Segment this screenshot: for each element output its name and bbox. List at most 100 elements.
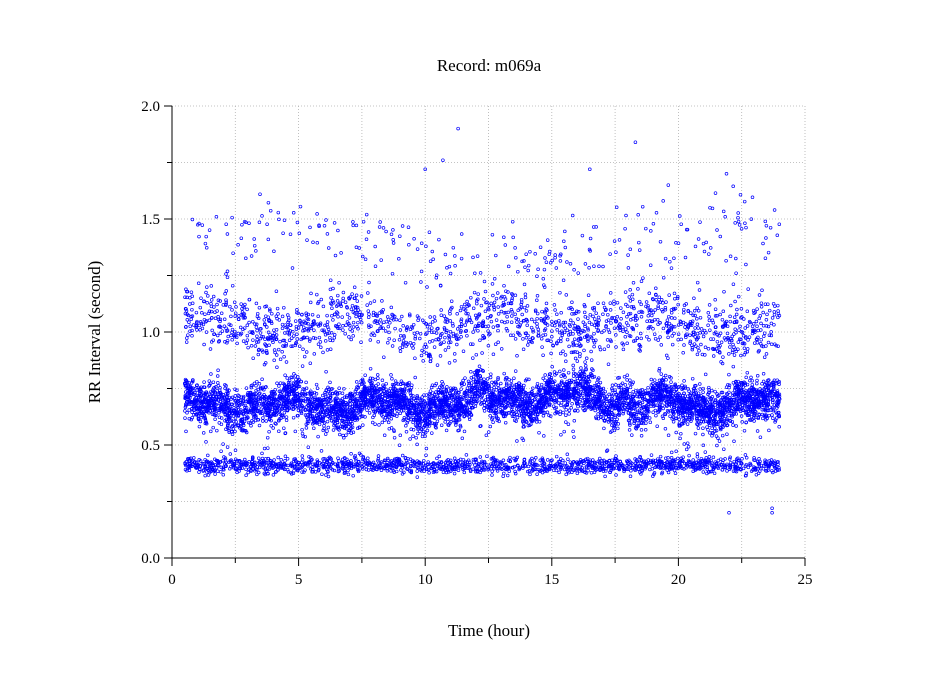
data-point bbox=[189, 417, 194, 422]
data-point bbox=[282, 426, 286, 430]
data-point bbox=[183, 416, 187, 420]
data-point bbox=[285, 376, 289, 380]
data-point bbox=[469, 370, 473, 374]
data-point bbox=[610, 423, 614, 428]
data-point bbox=[437, 415, 442, 420]
data-point bbox=[209, 429, 213, 434]
data-point bbox=[601, 386, 606, 391]
data-point bbox=[411, 393, 415, 398]
x-tick-label: 5 bbox=[295, 572, 303, 588]
data-point bbox=[701, 390, 705, 394]
data-point bbox=[389, 373, 393, 377]
data-point bbox=[614, 383, 618, 387]
data-point bbox=[477, 364, 482, 369]
data-point bbox=[251, 412, 255, 416]
chart-title: Record: m069a bbox=[437, 56, 542, 75]
data-point bbox=[701, 432, 705, 437]
data-point bbox=[326, 400, 330, 404]
data-point bbox=[262, 446, 267, 451]
data-point bbox=[238, 398, 243, 403]
data-point bbox=[184, 429, 188, 434]
y-tick-label: 0.5 bbox=[141, 438, 160, 454]
data-point bbox=[242, 414, 247, 419]
data-point bbox=[563, 382, 567, 386]
data-point bbox=[282, 410, 287, 415]
data-point bbox=[720, 422, 725, 426]
x-tick-label: 20 bbox=[671, 572, 686, 588]
data-point bbox=[481, 369, 485, 373]
data-point bbox=[719, 427, 723, 432]
data-point bbox=[698, 382, 702, 386]
data-point bbox=[331, 428, 336, 432]
data-point bbox=[319, 449, 324, 453]
data-point bbox=[423, 434, 427, 439]
tick-marks bbox=[164, 105, 806, 566]
data-point bbox=[661, 406, 665, 411]
data-point bbox=[562, 368, 566, 372]
data-point bbox=[535, 381, 540, 386]
data-point bbox=[661, 416, 666, 420]
data-point bbox=[610, 383, 615, 388]
data-point bbox=[710, 434, 714, 438]
data-point bbox=[742, 428, 747, 433]
data-point bbox=[539, 382, 544, 387]
data-point bbox=[216, 368, 220, 373]
data-point bbox=[561, 410, 565, 415]
data-point bbox=[293, 429, 298, 434]
data-point bbox=[669, 450, 674, 455]
data-point bbox=[357, 383, 362, 387]
data-point bbox=[771, 416, 775, 420]
data-point bbox=[566, 422, 571, 426]
data-point bbox=[277, 384, 281, 388]
data-point bbox=[187, 416, 192, 421]
data-point bbox=[755, 429, 760, 433]
data-point bbox=[499, 381, 503, 386]
data-point bbox=[706, 428, 710, 432]
data-point bbox=[185, 411, 189, 415]
data-point bbox=[354, 380, 359, 384]
data-point bbox=[340, 422, 344, 426]
data-point bbox=[745, 370, 750, 375]
data-point bbox=[216, 398, 220, 402]
data-point bbox=[215, 428, 219, 433]
x-tick-label: 0 bbox=[168, 572, 176, 588]
data-point bbox=[731, 423, 735, 427]
data-point bbox=[275, 381, 279, 386]
data-point bbox=[430, 431, 434, 435]
data-point bbox=[677, 422, 681, 427]
data-point bbox=[313, 395, 317, 400]
data-point bbox=[717, 439, 722, 443]
data-point bbox=[390, 377, 394, 381]
data-point bbox=[632, 421, 636, 425]
data-point bbox=[491, 420, 495, 424]
data-point bbox=[595, 380, 599, 385]
data-point bbox=[671, 420, 676, 424]
data-point bbox=[194, 383, 199, 388]
data-point bbox=[564, 407, 568, 412]
data-point bbox=[393, 379, 398, 383]
data-point bbox=[366, 406, 371, 410]
data-point bbox=[755, 374, 760, 378]
data-point bbox=[386, 420, 391, 425]
data-point bbox=[225, 445, 230, 449]
x-tick-label: 10 bbox=[418, 572, 433, 588]
data-point bbox=[202, 380, 206, 384]
data-point bbox=[677, 417, 681, 422]
data-point bbox=[760, 408, 765, 412]
data-point bbox=[713, 415, 717, 420]
data-point bbox=[537, 420, 542, 424]
data-point bbox=[598, 380, 603, 385]
data-point bbox=[698, 387, 702, 391]
data-point bbox=[261, 419, 265, 423]
data-point bbox=[204, 440, 208, 444]
data-point bbox=[627, 428, 632, 432]
data-point bbox=[673, 382, 677, 386]
data-point bbox=[443, 420, 447, 424]
data-point bbox=[351, 430, 356, 435]
data-point bbox=[647, 416, 652, 420]
data-point bbox=[608, 430, 613, 434]
x-tick-label: 15 bbox=[544, 572, 559, 588]
data-point bbox=[198, 419, 203, 424]
data-point bbox=[271, 426, 275, 430]
data-point bbox=[494, 388, 499, 392]
